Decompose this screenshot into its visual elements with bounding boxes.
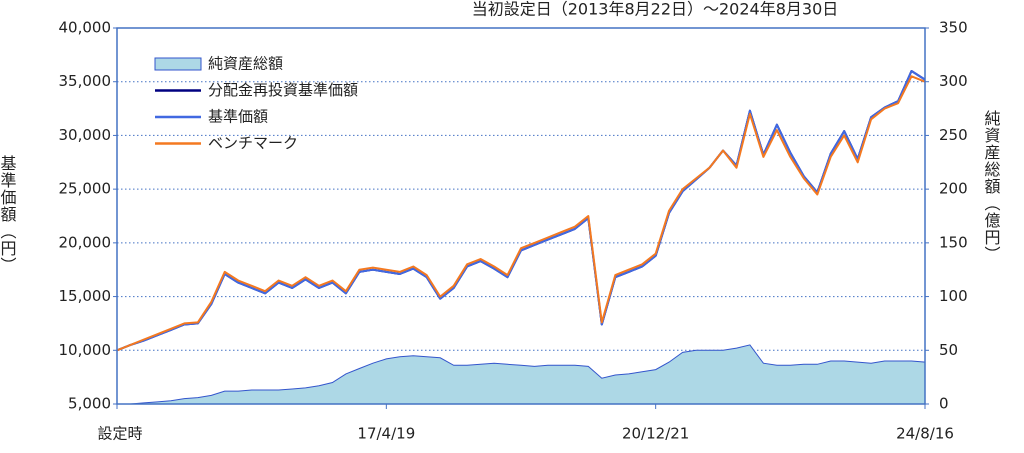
y-tick-label: 20,000 (59, 233, 112, 251)
legend-label: ベンチマーク (208, 134, 298, 152)
y-tick-label: 25,000 (59, 180, 112, 198)
y-axis-label: 基準価額（円） (0, 155, 17, 274)
y-tick-label: 5,000 (68, 395, 111, 413)
y2-tick-label: 350 (939, 19, 968, 37)
y2-axis-label: 純資産総額（億円） (982, 110, 1001, 263)
line (116, 75, 926, 352)
y2-tick-label: 250 (939, 126, 968, 144)
y2-tick-label: 50 (939, 341, 958, 359)
plot-border (116, 27, 926, 405)
y-tick-label: 30,000 (59, 126, 112, 144)
legend-label: 分配金再投資基準価額 (208, 81, 358, 99)
y-tick-label: 10,000 (59, 341, 112, 359)
area (117, 344, 926, 405)
legend-label: 純資産総額 (208, 55, 283, 73)
y-tick-label: 15,000 (59, 287, 112, 305)
y2-tick-label: 300 (939, 72, 968, 90)
y-tick-label: 35,000 (59, 72, 112, 90)
x-tick-label: 17/4/19 (357, 425, 415, 443)
y2-tick-label: 200 (939, 180, 968, 198)
chart-title: 当初設定日（2013年8月22日）～2024年8月30日 (472, 0, 839, 19)
legend-label: 基準価額 (208, 108, 268, 126)
legend-swatch (154, 57, 202, 71)
y-tick-label: 40,000 (59, 19, 112, 37)
y2-tick-label: 100 (939, 287, 968, 305)
y2-tick-label: 150 (939, 233, 968, 251)
x-tick-label: 設定時 (97, 425, 142, 443)
y2-tick-label: 0 (939, 395, 949, 413)
x-tick-label: 24/8/16 (896, 425, 954, 443)
x-tick-label: 20/12/21 (622, 425, 689, 443)
